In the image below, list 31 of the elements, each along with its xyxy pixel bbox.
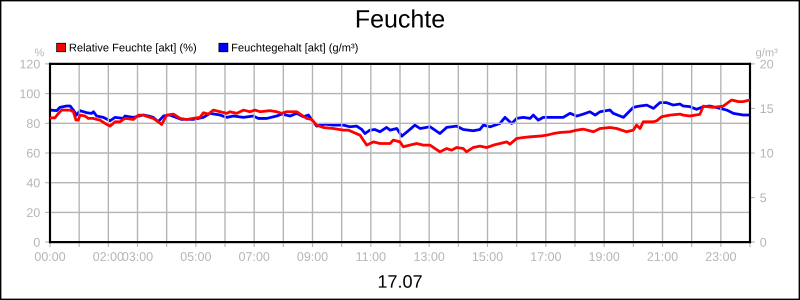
y-tick-label: 60 [27,148,40,158]
x-tick-label: 03:00 [122,252,153,262]
y-tick-label: 40 [26,178,40,188]
x-tick-label: 09:00 [297,252,328,262]
y-tick-label: 0 [34,238,40,247]
legend-label: Relative Feuchte [akt] (%) [70,43,196,54]
x-tick-label: 23:00 [706,252,736,262]
legend-label: Feuchtegehalt [akt] (g/m³) [232,43,358,54]
x-tick-label: 19:00 [589,252,620,262]
y-tick-label: 100 [20,89,40,98]
x-tick-label: 15:00 [472,252,503,262]
y2-axis-title: g/m³ [756,48,778,59]
x-tick-label: 21:00 [647,252,678,262]
x-tick-label: 07:00 [239,252,270,262]
x-tick-label: 11:00 [356,252,386,262]
y2-tick-label: 20 [760,60,774,69]
y-tick-label: 80 [26,119,40,128]
y-tick-label: 120 [20,60,40,69]
y-axis-title: % [34,48,44,56]
y-tick-label: 20 [27,208,40,218]
x-tick-label: 13:00 [414,252,444,262]
y2-tick-label: 15 [760,104,774,114]
x-tick-label: 17:00 [531,252,561,262]
y2-tick-label: 10 [760,148,774,158]
chart-title: Feuchte [356,9,444,28]
x-tick-label: 05:00 [180,252,211,262]
y2-tick-label: 5 [760,193,766,202]
x-tick-label: 02:00 [93,252,124,262]
x-axis-title: 17.07 [378,275,422,288]
y2-tick-label: 0 [760,238,766,247]
x-tick-label: 00:00 [34,252,66,262]
